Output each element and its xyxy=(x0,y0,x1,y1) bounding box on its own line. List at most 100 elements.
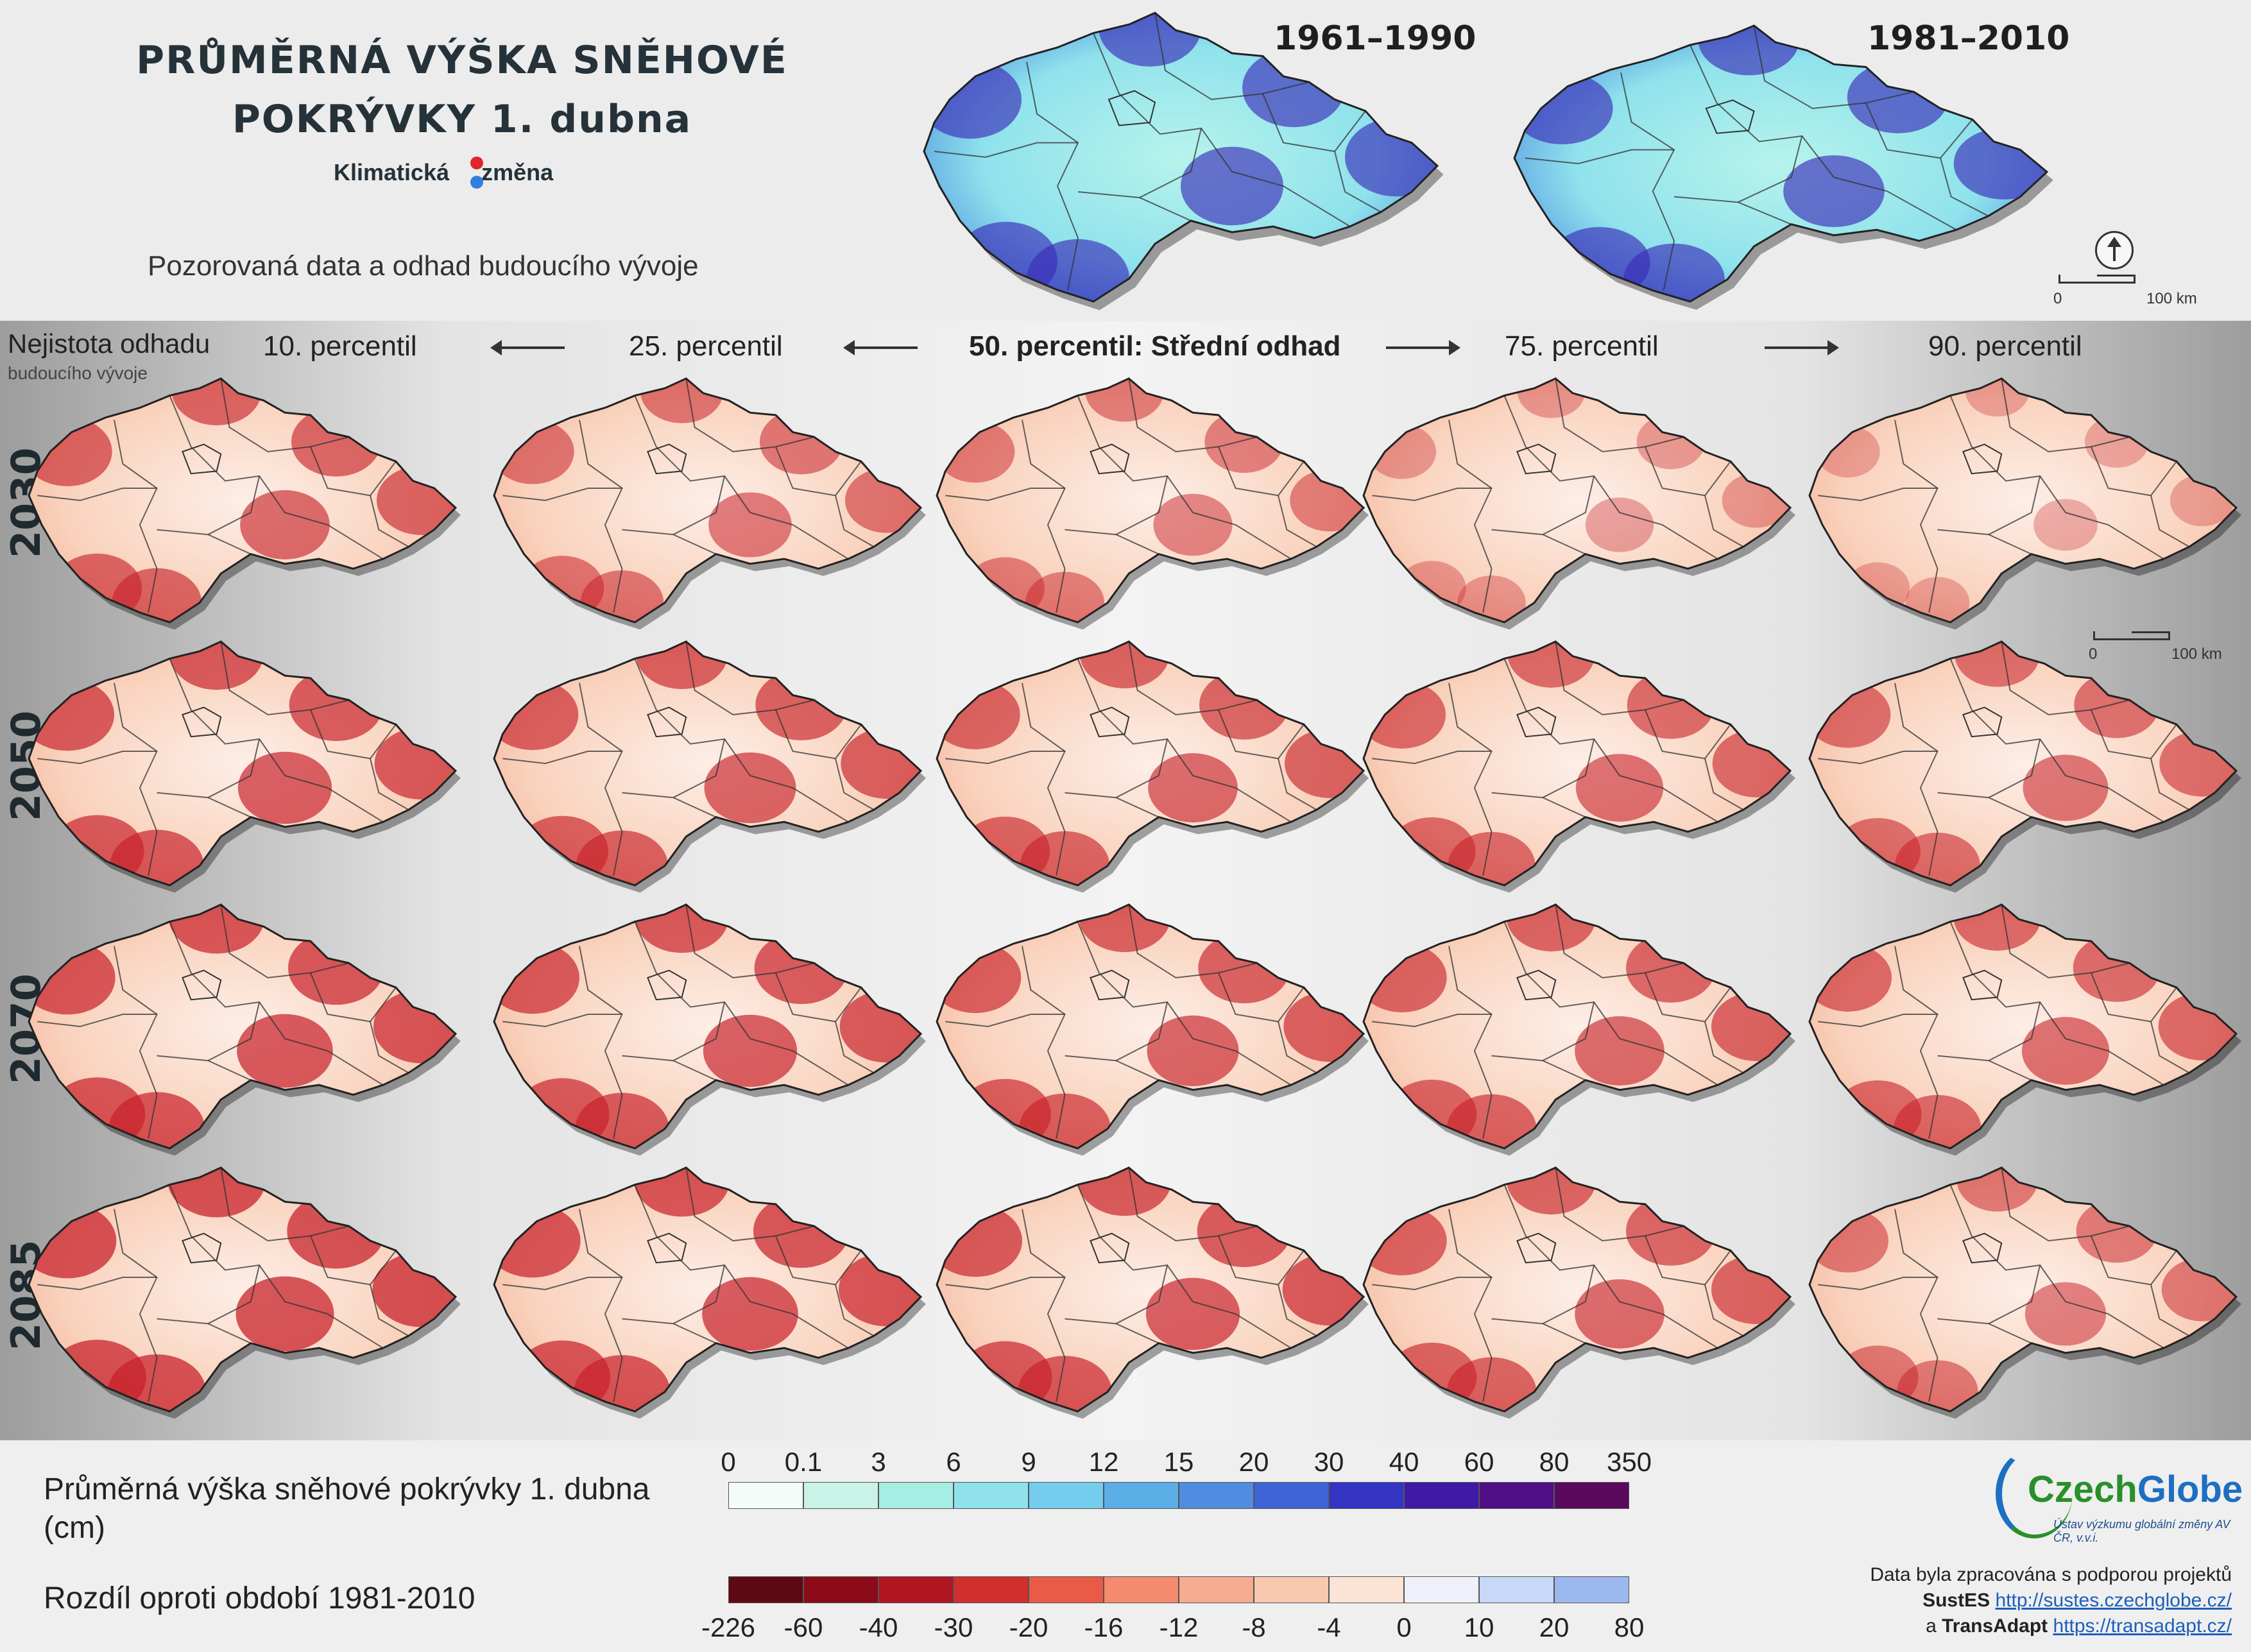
projection-map xyxy=(1364,1168,1790,1411)
diff-swatch xyxy=(878,1576,954,1603)
depth-tick-label: 30 xyxy=(1314,1447,1344,1477)
credits-line-1: Data byla zpracována s podporou projektů xyxy=(1870,1564,2232,1585)
percentile-50-header: 50. percentil: Střední odhad xyxy=(969,330,1341,362)
projection-map xyxy=(1810,642,2236,885)
legend-depth-colorbar xyxy=(728,1482,1629,1509)
diff-swatch xyxy=(1554,1576,1629,1603)
diff-tick-label: -4 xyxy=(1317,1612,1341,1642)
diff-swatch xyxy=(803,1576,878,1603)
projection-map xyxy=(29,642,456,885)
depth-swatch xyxy=(1029,1482,1104,1509)
scale-bar-top xyxy=(2058,275,2135,287)
legend-depth-unit: (cm) xyxy=(44,1511,105,1545)
projection-map xyxy=(937,905,1364,1148)
north-arrow-icon xyxy=(2095,231,2134,269)
credits-line-2: SustES http://sustes.czechglobe.cz/ xyxy=(1922,1590,2232,1612)
projection-map xyxy=(29,1168,456,1411)
projection-map xyxy=(29,905,456,1148)
diff-tick-label: -12 xyxy=(1159,1612,1199,1642)
depth-tick-label: 15 xyxy=(1163,1447,1194,1477)
depth-swatch xyxy=(728,1482,803,1509)
scale-label-max-grid: 100 km xyxy=(2171,645,2222,663)
diff-swatch xyxy=(1479,1576,1554,1603)
depth-swatch xyxy=(1404,1482,1479,1509)
diff-tick-label: 80 xyxy=(1614,1612,1645,1642)
projection-map xyxy=(1810,1168,2236,1411)
percentile-90-header: 90. percentil xyxy=(1928,330,2082,362)
projection-map xyxy=(1810,905,2236,1148)
diff-tick-label: -40 xyxy=(859,1612,898,1642)
uncertainty-sublabel: budoucího vývoje xyxy=(8,363,148,383)
observed-snow-map xyxy=(924,13,1437,302)
legend-band xyxy=(0,1440,2251,1652)
arrow-right-icon xyxy=(1386,340,1460,355)
projection-map xyxy=(29,379,456,622)
depth-tick-label: 0.1 xyxy=(784,1447,823,1477)
depth-tick-label: 6 xyxy=(946,1447,961,1477)
legend-depth-title-text: Průměrná výška sněhové pokrývky 1. dubna xyxy=(44,1472,650,1506)
diff-swatch xyxy=(1329,1576,1404,1603)
depth-swatch xyxy=(1179,1482,1254,1509)
projection-map xyxy=(1810,379,2236,622)
depth-swatch xyxy=(1554,1482,1629,1509)
diff-swatch xyxy=(1254,1576,1329,1603)
projection-map xyxy=(494,379,921,622)
arrow-right-icon xyxy=(1765,340,1839,355)
depth-tick-label: 3 xyxy=(871,1447,886,1477)
depth-swatch xyxy=(878,1482,954,1509)
czechglobe-logo: CzechGlobe Ústav výzkumu globální změny … xyxy=(1996,1449,2243,1545)
depth-swatch xyxy=(1254,1482,1329,1509)
project-transadapt: TransAdapt xyxy=(1942,1615,2048,1637)
transadapt-link[interactable]: https://transadapt.cz/ xyxy=(2053,1615,2232,1637)
diff-swatch xyxy=(1029,1576,1104,1603)
page-title: PRŮMĚRNÁ VÝŠKA SNĚHOVÉ POKRÝVKY 1. dubna xyxy=(83,31,841,149)
depth-tick-label: 350 xyxy=(1606,1447,1652,1477)
brand-word-1: Klimatická xyxy=(334,159,450,185)
depth-tick-label: 20 xyxy=(1238,1447,1269,1477)
project-sustes: SustES xyxy=(1922,1590,1990,1611)
depth-swatch xyxy=(1479,1482,1554,1509)
percentile-10-header: 10. percentil xyxy=(263,330,417,362)
blue-drop-icon xyxy=(470,176,483,189)
depth-tick-label: 60 xyxy=(1464,1447,1494,1477)
sustes-link[interactable]: http://sustes.czechglobe.cz/ xyxy=(1995,1590,2232,1611)
depth-swatch xyxy=(1329,1482,1404,1509)
diff-tick-label: -16 xyxy=(1084,1612,1124,1642)
scale-label-zero-grid: 0 xyxy=(2089,645,2098,663)
diff-tick-label: 20 xyxy=(1539,1612,1570,1642)
projection-map xyxy=(494,1168,921,1411)
projection-map xyxy=(1364,379,1790,622)
depth-tick-label: 0 xyxy=(721,1447,736,1477)
diff-swatch xyxy=(1179,1576,1254,1603)
projection-map xyxy=(494,642,921,885)
globe-arc-icon xyxy=(1996,1449,2073,1538)
projection-map xyxy=(937,1168,1364,1411)
arrow-left-icon xyxy=(490,340,565,355)
diff-tick-label: -60 xyxy=(783,1612,823,1642)
diff-tick-label: 0 xyxy=(1396,1612,1412,1642)
title-line-2: POKRÝVKY 1. dubna xyxy=(232,97,692,142)
brand-word-2: změna xyxy=(481,159,554,185)
red-drop-icon xyxy=(470,157,483,169)
percentile-75-header: 75. percentil xyxy=(1505,330,1659,362)
depth-tick-label: 40 xyxy=(1389,1447,1419,1477)
diff-tick-label: -30 xyxy=(934,1612,973,1642)
arrow-left-icon xyxy=(843,340,918,355)
projection-map xyxy=(494,905,921,1148)
diff-tick-label: -20 xyxy=(1009,1612,1048,1642)
legend-depth-title: Průměrná výška sněhové pokrývky 1. dubna… xyxy=(44,1470,649,1547)
period-label-1981: 1981–2010 xyxy=(1867,19,2070,58)
depth-tick-label: 9 xyxy=(1021,1447,1036,1477)
period-label-1961: 1961–1990 xyxy=(1274,19,1476,58)
percentile-25-header: 25. percentil xyxy=(629,330,783,362)
observed-snow-map xyxy=(1514,26,2047,302)
depth-tick-label: 80 xyxy=(1539,1447,1570,1477)
depth-tick-label: 12 xyxy=(1088,1447,1119,1477)
scale-label-max-top: 100 km xyxy=(2146,290,2197,307)
title-line-1: PRŮMĚRNÁ VÝŠKA SNĚHOVÉ xyxy=(136,38,788,83)
diff-tick-label: 10 xyxy=(1464,1612,1494,1642)
depth-swatch xyxy=(1104,1482,1179,1509)
projection-map xyxy=(1364,642,1790,885)
legend-diff-colorbar xyxy=(728,1576,1629,1603)
depth-swatch xyxy=(803,1482,878,1509)
